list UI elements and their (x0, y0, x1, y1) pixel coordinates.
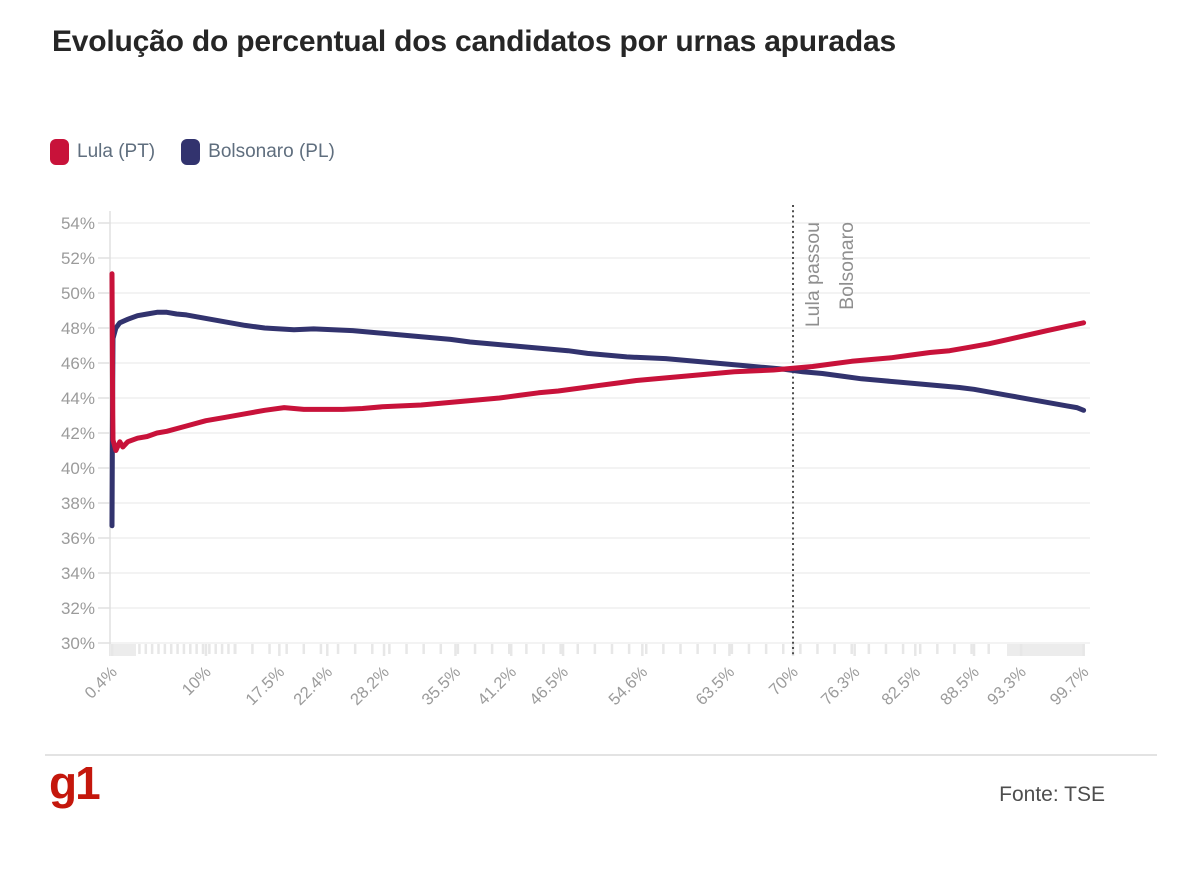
x-axis-label: 17.5% (242, 663, 288, 709)
y-axis-label: 46% (61, 354, 95, 373)
y-axis-label: 44% (61, 389, 95, 408)
evolution-line-chart: 54% 52% 50% 48% 46% 44% 42% 40% 38% 36% 34% 32% 30% 0… (61, 205, 1093, 709)
x-axis-label: 41.2% (474, 663, 520, 709)
x-axis-label: 99.7% (1047, 663, 1093, 709)
y-axis-label: 48% (61, 319, 95, 338)
x-axis-label: 93.3% (984, 663, 1030, 709)
legend-swatch-bolsonaro (181, 139, 201, 165)
series-line-lula-pt (109, 271, 1087, 453)
y-axis-label: 32% (61, 599, 95, 618)
y-axis-label: 30% (61, 634, 95, 653)
crossover-annotation-text: Bolsonaro (836, 222, 858, 310)
legend-swatch-lula (50, 139, 69, 165)
y-axis-label: 54% (61, 214, 95, 233)
x-tick-band-left (110, 644, 136, 656)
legend-label-lula: Lula (PT) (77, 141, 156, 162)
x-axis-label: 70% (766, 663, 802, 699)
x-axis-label: 76.3% (818, 663, 864, 709)
g1-logo: g1 (49, 757, 101, 809)
x-tick-band-right (1007, 644, 1085, 656)
footer-divider (45, 754, 1157, 756)
y-axis-label: 36% (61, 529, 95, 548)
chart-title: Evolução do percentual dos candidatos po… (52, 25, 896, 58)
x-axis-label: 46.5% (526, 663, 572, 709)
x-axis-label: 22.4% (290, 663, 336, 709)
x-axis-label: 63.5% (692, 663, 738, 709)
series-line-bolsonaro-pl (109, 309, 1087, 529)
crossover-annotation-text: Lula passou (802, 222, 824, 327)
y-axis-label: 34% (61, 564, 95, 583)
y-axis-label: 38% (61, 494, 95, 513)
legend: Lula (PT) Bolsonaro (PL) (50, 139, 335, 165)
x-axis-label: 88.5% (937, 663, 983, 709)
x-axis-label: 28.2% (347, 663, 393, 709)
y-axis-label: 42% (61, 424, 95, 443)
legend-item-bolsonaro: Bolsonaro (PL) (181, 139, 335, 165)
x-axis-label: 82.5% (878, 663, 924, 709)
y-axis-label: 40% (61, 459, 95, 478)
legend-item-lula: Lula (PT) (50, 139, 155, 165)
x-axis-label: 10% (179, 663, 215, 699)
y-axis-label: 50% (61, 284, 95, 303)
legend-label-bolsonaro: Bolsonaro (PL) (208, 141, 335, 162)
x-axis-label: 54.6% (605, 663, 651, 709)
x-axis-label: 0.4% (82, 663, 122, 703)
x-axis-label: 35.5% (418, 663, 464, 709)
y-axis-label: 52% (61, 249, 95, 268)
source-credit: Fonte: TSE (999, 783, 1105, 806)
